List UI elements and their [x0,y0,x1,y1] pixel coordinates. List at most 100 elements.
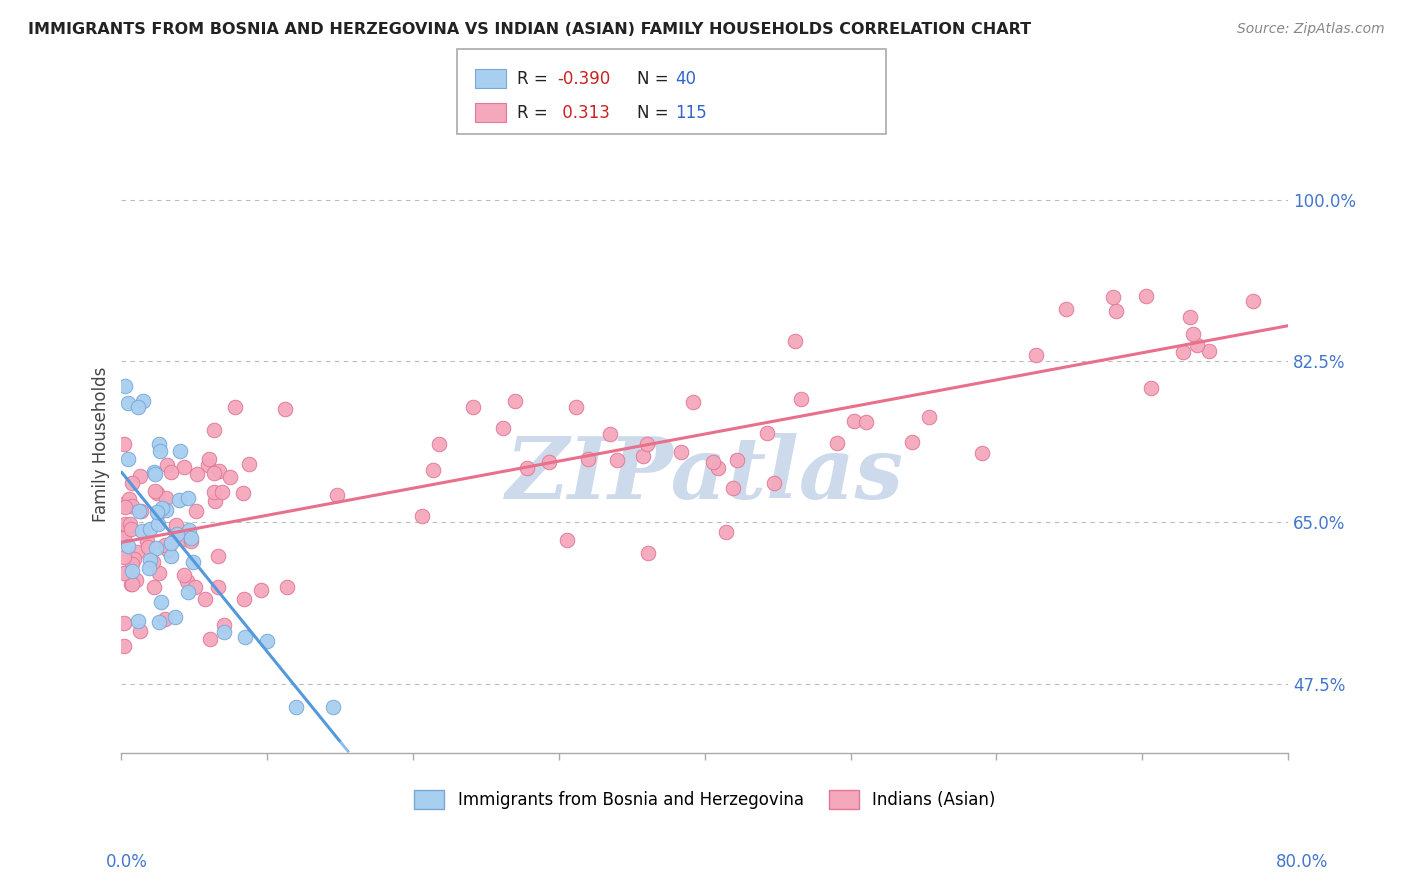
Point [174,532,197,546]
Point [827,435,849,450]
Point [202,485,225,500]
Point [127,400,149,414]
Point [555,533,578,547]
Point [142,555,165,569]
Point [153,538,176,552]
Point [565,400,588,414]
Point [167,493,190,508]
Point [146,505,169,519]
Point [273,402,295,417]
Point [120,577,142,591]
Point [285,699,308,714]
Point [146,506,169,520]
Point [169,443,191,458]
Point [117,395,139,409]
Point [1135,289,1157,303]
Point [129,504,152,518]
Point [1173,345,1195,359]
Point [125,573,148,587]
Point [129,469,152,483]
Point [1178,310,1201,324]
Point [1104,304,1126,318]
Point [714,524,737,539]
Point [219,470,242,484]
Point [855,415,877,429]
Point [184,580,207,594]
Point [184,504,207,518]
Point [637,546,659,560]
Point [631,449,654,463]
Point [138,553,160,567]
Text: R =: R = [517,103,554,121]
Point [145,541,167,556]
Point [173,568,195,582]
Point [148,436,170,450]
Text: Source: ZipAtlas.com: Source: ZipAtlas.com [1237,22,1385,37]
Point [112,437,135,451]
Point [917,410,939,425]
Point [117,539,139,553]
Point [146,516,169,531]
Point [136,534,159,549]
Point [159,536,181,550]
Point [114,500,136,515]
Point [232,486,254,500]
Point [143,580,166,594]
Point [112,497,135,511]
Point [492,421,515,435]
Point [636,437,658,451]
Point [224,400,246,414]
Point [212,624,235,639]
Point [149,444,172,458]
Point [156,543,179,558]
Text: 40: 40 [675,70,696,87]
Point [322,699,344,714]
Text: ZIPatlas: ZIPatlas [506,434,904,516]
Point [112,616,135,631]
Point [148,566,170,580]
Point [120,522,142,536]
Point [143,467,166,481]
Point [163,532,186,546]
Point [148,615,170,629]
Point [682,395,704,409]
Legend: Immigrants from Bosnia and Herzegovina, Indians (Asian): Immigrants from Bosnia and Herzegovina, … [408,783,1002,815]
Point [179,523,201,537]
Point [232,592,254,607]
Point [156,458,179,473]
Point [181,556,204,570]
Point [117,451,139,466]
Point [202,423,225,437]
Point [114,516,136,531]
Point [118,491,141,506]
Point [180,532,202,546]
Point [204,466,226,480]
Text: 0.0%: 0.0% [105,853,148,871]
Point [326,488,349,502]
Point [503,393,526,408]
Text: 80.0%: 80.0% [1277,853,1329,871]
Point [112,549,135,564]
Point [256,633,278,648]
Point [114,379,136,393]
Point [207,580,229,594]
Point [901,434,924,449]
Point [160,465,183,479]
Point [150,595,173,609]
Point [197,458,219,472]
Point [276,580,298,594]
Point [136,540,159,554]
Point [1102,289,1125,303]
Point [125,545,148,559]
Text: 0.313: 0.313 [557,103,610,121]
Point [180,534,202,549]
Point [1182,327,1205,342]
Point [214,618,236,632]
Point [235,631,257,645]
Point [783,334,806,348]
Point [139,522,162,536]
Point [112,639,135,653]
Point [128,504,150,518]
Point [118,517,141,532]
Point [576,452,599,467]
